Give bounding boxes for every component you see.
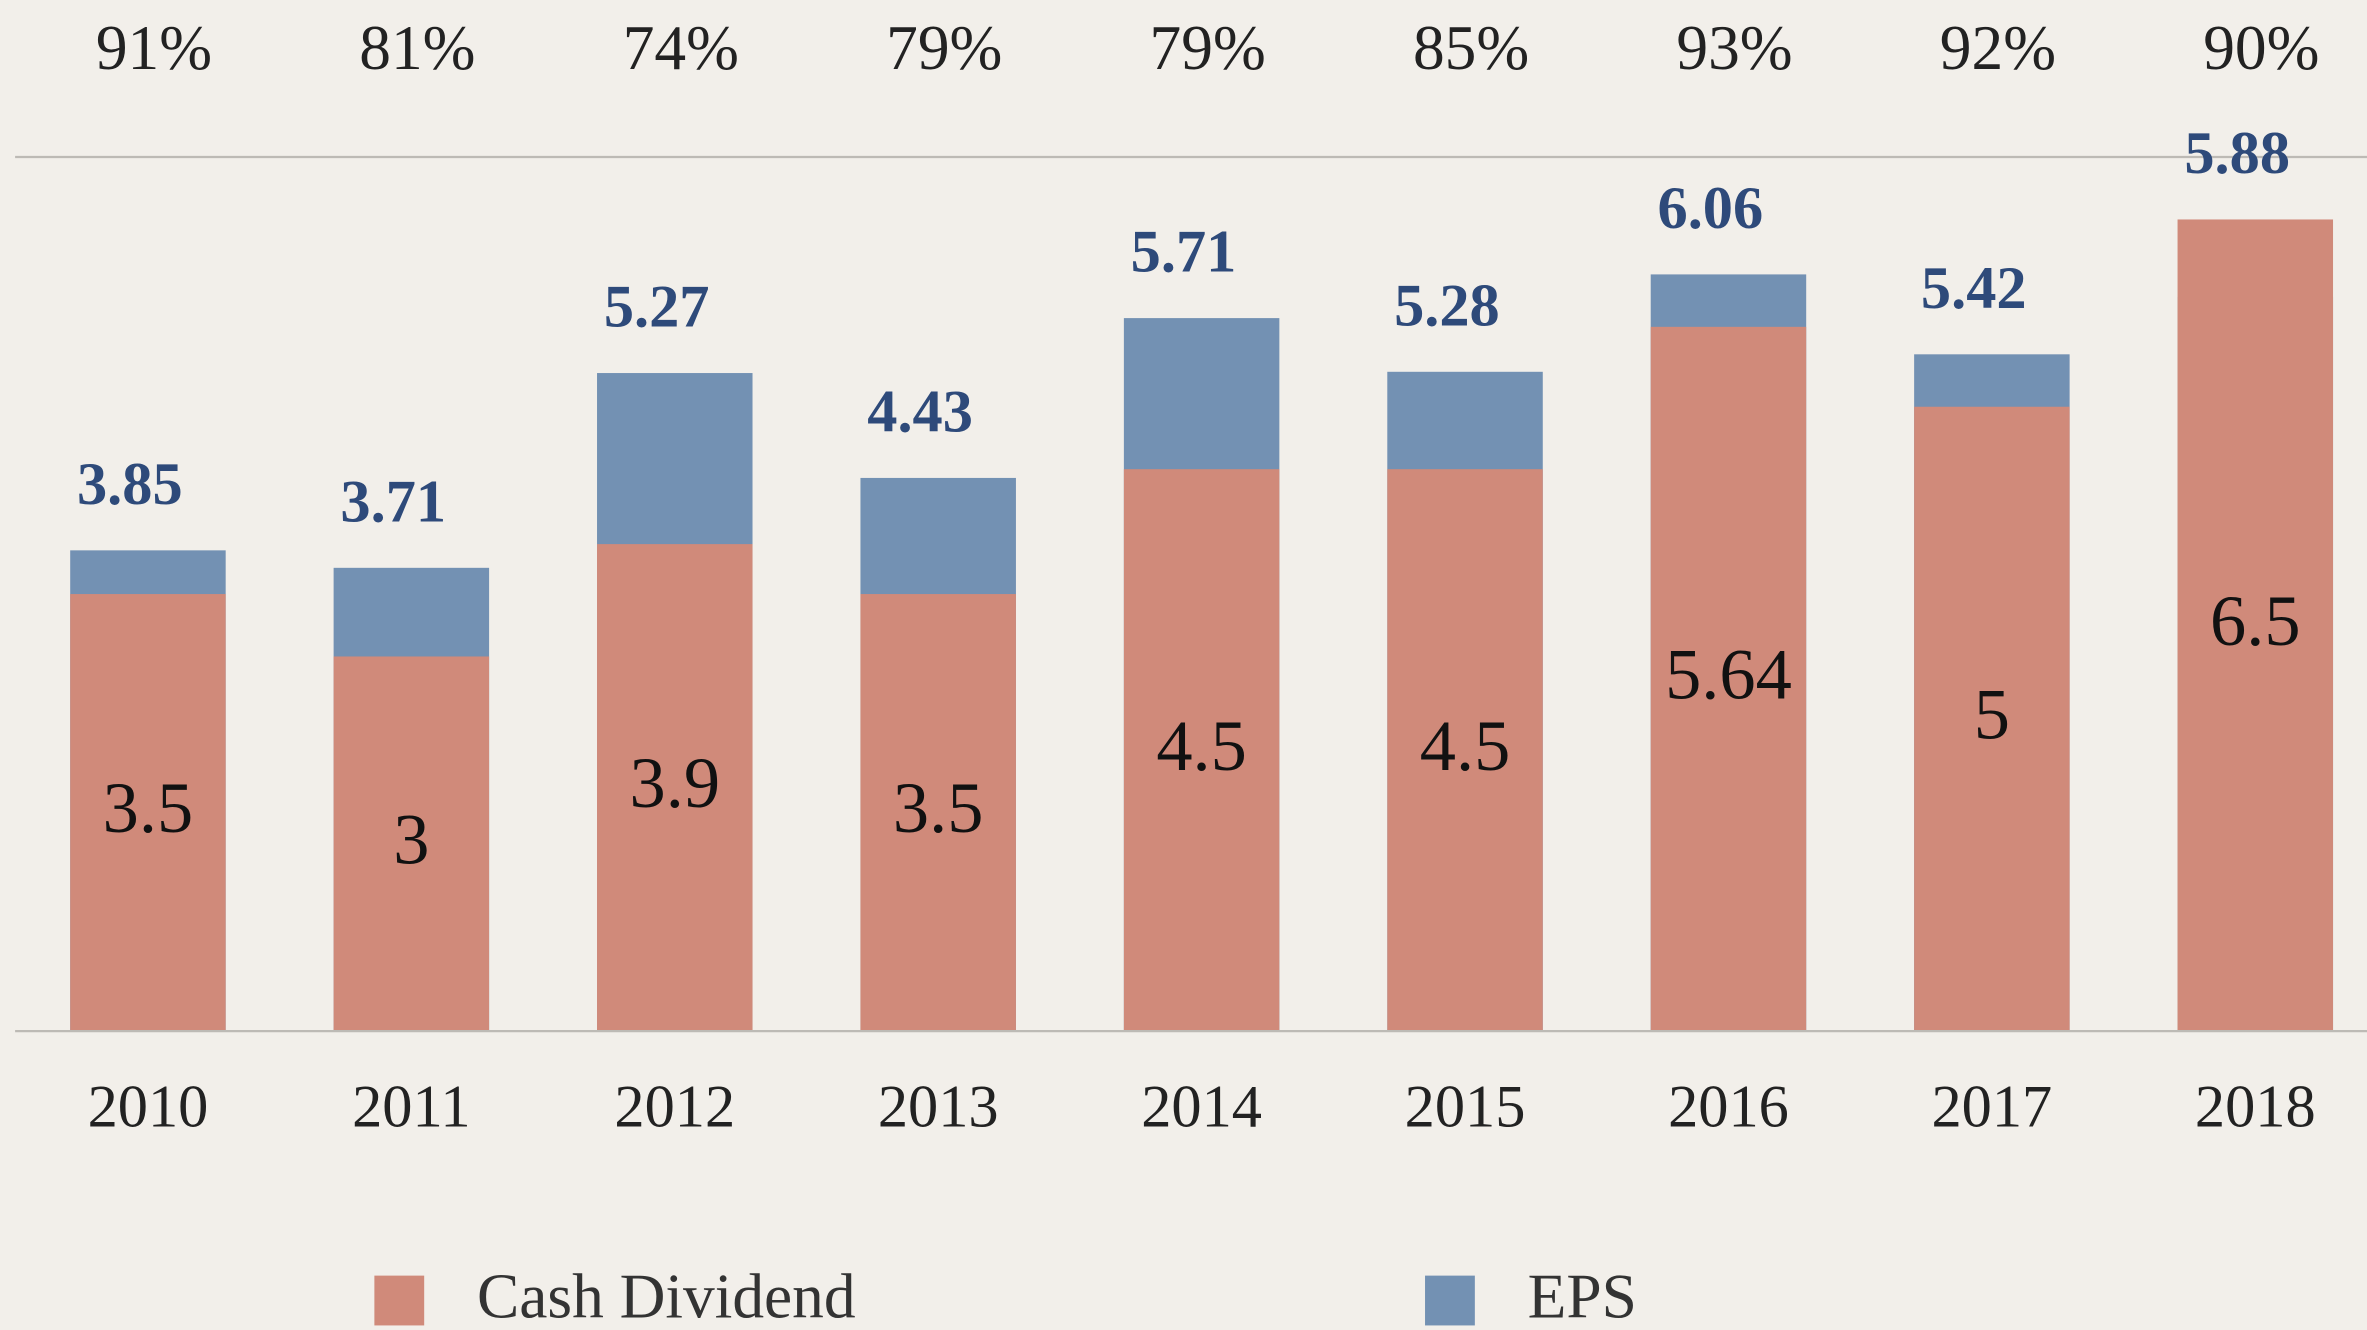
x-tick-label: 2015 bbox=[1405, 1073, 1526, 1140]
x-tick-label: 2012 bbox=[614, 1073, 735, 1140]
legend-swatch bbox=[374, 1275, 425, 1326]
payout-label: 90% bbox=[2203, 13, 2319, 83]
payout-label: 81% bbox=[359, 13, 475, 83]
eps-label: 3.85 bbox=[77, 451, 183, 518]
legend-label: Cash Dividend bbox=[477, 1261, 856, 1330]
dividend-label: 3 bbox=[393, 798, 429, 879]
dividend-bar bbox=[860, 594, 1016, 1032]
x-tick-label: 2018 bbox=[2195, 1073, 2316, 1140]
dividend-bar bbox=[333, 656, 490, 1032]
payout-label: 91% bbox=[96, 13, 212, 83]
legend-swatch bbox=[1425, 1275, 1475, 1326]
x-tick-label: 2013 bbox=[878, 1073, 999, 1140]
eps-label: 6.06 bbox=[1658, 175, 1764, 242]
eps-label: 4.43 bbox=[867, 378, 973, 445]
x-tick-label: 2016 bbox=[1668, 1073, 1789, 1140]
dividend-bar bbox=[1650, 326, 1807, 1032]
dividend-bar bbox=[597, 544, 753, 1032]
x-tick-label: 2017 bbox=[1931, 1073, 2052, 1140]
x-tick-label: 2011 bbox=[352, 1073, 471, 1140]
dividend-label: 3.9 bbox=[630, 742, 721, 823]
dividend-label: 5 bbox=[1974, 674, 2010, 755]
dividend-label: 5.64 bbox=[1665, 634, 1792, 715]
dividend-label: 4.5 bbox=[1156, 705, 1247, 786]
dividend-bar bbox=[2177, 219, 2334, 1032]
dividend-bar bbox=[1387, 469, 1543, 1032]
x-tick-label: 2014 bbox=[1141, 1073, 1262, 1140]
dividend-bar bbox=[1123, 469, 1280, 1032]
eps-label: 5.71 bbox=[1131, 219, 1237, 286]
payout-label: 79% bbox=[886, 13, 1002, 83]
payout-label: 85% bbox=[1413, 13, 1529, 83]
payout-label: 74% bbox=[623, 13, 739, 83]
x-tick-label: 2010 bbox=[88, 1073, 209, 1140]
dividend-label: 3.5 bbox=[103, 767, 194, 848]
eps-label: 5.28 bbox=[1394, 272, 1500, 339]
dividend-bar bbox=[70, 594, 226, 1032]
payout-label: 92% bbox=[1940, 13, 2056, 83]
eps-label: 5.88 bbox=[2184, 120, 2290, 187]
dividend-bar bbox=[1914, 406, 2070, 1032]
legend-label: EPS bbox=[1528, 1261, 1637, 1330]
payout-label: 93% bbox=[1676, 13, 1792, 83]
eps-label: 5.42 bbox=[1921, 255, 2027, 322]
eps-label: 5.27 bbox=[604, 274, 710, 341]
dividend-label: 6.5 bbox=[2210, 580, 2301, 661]
dividend-label: 4.5 bbox=[1420, 705, 1511, 786]
payout-label: 79% bbox=[1150, 13, 1266, 83]
dividend-label: 3.5 bbox=[893, 767, 984, 848]
eps-label: 3.71 bbox=[340, 468, 446, 535]
